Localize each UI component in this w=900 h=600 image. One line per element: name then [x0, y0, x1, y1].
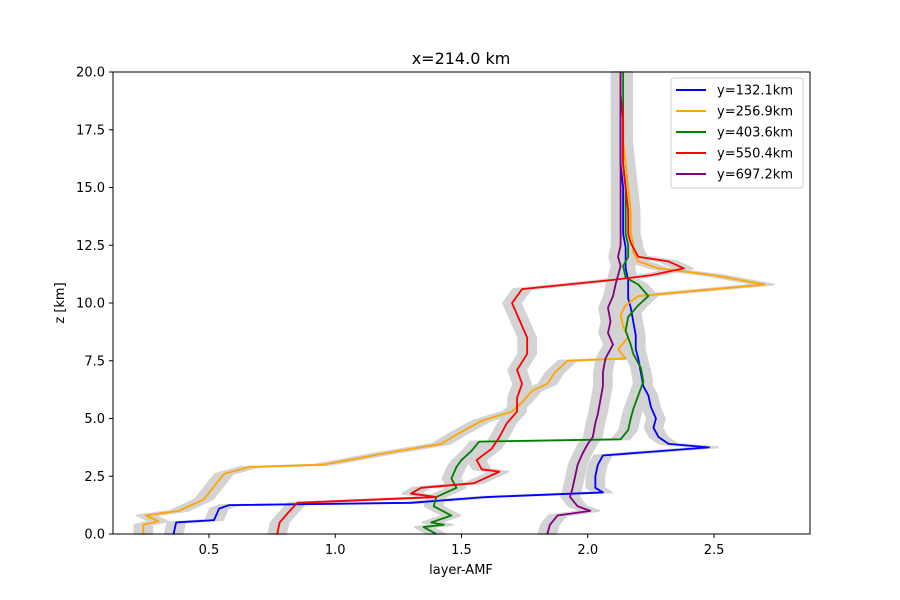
y-tick-label: 15.0 — [76, 181, 105, 196]
y-axis-label: z [km] — [53, 282, 68, 323]
x-axis-ticks: 0.5 1.0 1.5 2.0 2.5 — [199, 534, 725, 558]
y-tick-label: 5.0 — [84, 412, 105, 427]
series-line-y-697-2km — [546, 72, 622, 535]
series-line-y-256-9km — [142, 72, 766, 534]
y-axis-ticks: 0.0 2.5 5.0 7.5 10.0 12.5 15.0 17.5 20.0 — [76, 66, 113, 543]
x-tick-label: 2.5 — [704, 543, 725, 558]
x-tick-label: 2.0 — [577, 543, 598, 558]
legend: y=132.1km y=256.9km y=403.6km y=550.4km y=69… — [670, 77, 804, 189]
x-tick-label: 0.5 — [199, 543, 220, 558]
legend-label-y-697-2km: y=697.2km — [717, 168, 793, 183]
x-tick-label: 1.5 — [451, 543, 472, 558]
x-tick-label: 1.0 — [325, 543, 346, 558]
legend-label-y-550-4km: y=550.4km — [717, 147, 793, 162]
series-line-y-403-6km — [422, 72, 650, 535]
y-tick-label: 0.0 — [84, 528, 105, 543]
y-tick-label: 10.0 — [76, 297, 105, 312]
legend-label-y-256-9km: y=256.9km — [717, 105, 793, 120]
legend-label-y-132-1km: y=132.1km — [717, 84, 793, 99]
legend-box — [670, 77, 804, 189]
series-line-y-550-4km — [276, 72, 685, 535]
y-tick-label: 2.5 — [84, 470, 105, 485]
y-tick-label: 7.5 — [84, 354, 105, 369]
y-tick-label: 12.5 — [76, 239, 105, 254]
x-axis-label: layer-AMF — [429, 563, 493, 578]
y-tick-label: 20.0 — [76, 66, 105, 81]
legend-label-y-403-6km: y=403.6km — [717, 126, 793, 141]
chart-title: x=214.0 km — [412, 49, 511, 68]
y-tick-label: 17.5 — [76, 123, 105, 138]
series-lines — [142, 72, 766, 535]
